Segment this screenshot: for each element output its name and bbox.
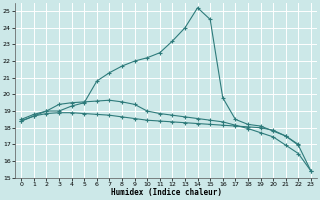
X-axis label: Humidex (Indice chaleur): Humidex (Indice chaleur)	[111, 188, 221, 197]
